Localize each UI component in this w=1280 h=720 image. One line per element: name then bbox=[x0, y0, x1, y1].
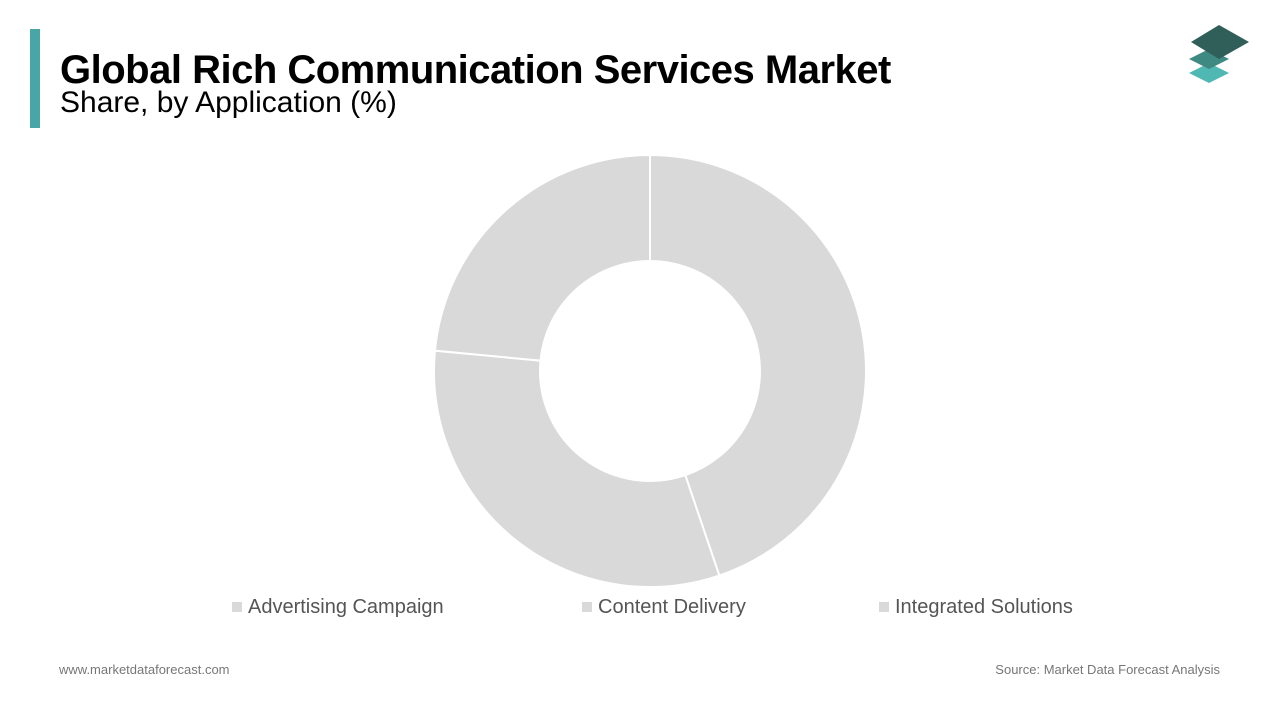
legend-label: Integrated Solutions bbox=[895, 596, 1073, 618]
donut-slice-advertising-campaign bbox=[649, 153, 867, 577]
legend-item-advertising-campaign: Advertising Campaign bbox=[232, 594, 444, 620]
legend-swatch bbox=[879, 602, 889, 612]
logo-layer-top bbox=[1191, 25, 1249, 59]
chart-title: Global Rich Communication Services Marke… bbox=[60, 48, 891, 92]
logo-layer-bottom bbox=[1189, 63, 1229, 83]
legend-item-integrated-solutions: Integrated Solutions bbox=[879, 594, 1073, 620]
legend-label: Advertising Campaign bbox=[248, 596, 444, 618]
legend-label: Content Delivery bbox=[598, 596, 746, 618]
legend-item-content-delivery: Content Delivery bbox=[582, 594, 746, 620]
accent-bar bbox=[30, 29, 40, 128]
donut-slice-content-delivery bbox=[433, 349, 721, 588]
website-footer: www.marketdataforecast.com bbox=[59, 662, 230, 677]
donut-slice-integrated-solutions bbox=[433, 153, 651, 362]
legend-swatch bbox=[232, 602, 242, 612]
chart-legend: Advertising Campaign Content Delivery Inte… bbox=[0, 594, 1280, 622]
source-footer: Source: Market Data Forecast Analysis bbox=[995, 662, 1220, 677]
chart-subtitle: Share, by Application (%) bbox=[60, 86, 397, 119]
legend-swatch bbox=[582, 602, 592, 612]
stacked-layers-icon bbox=[1189, 25, 1249, 83]
